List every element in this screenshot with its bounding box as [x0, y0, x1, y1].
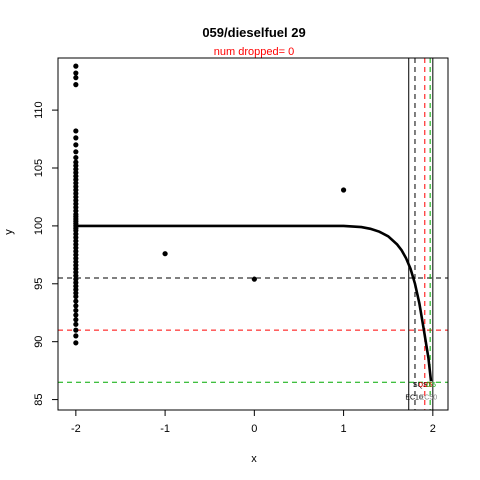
x-axis-label: x	[251, 453, 257, 465]
data-point-xm2-1	[73, 70, 79, 76]
data-point-xm2-58	[73, 333, 79, 339]
data-point-xm2-55	[73, 317, 79, 323]
y-tick-label-4: 105	[33, 159, 45, 177]
y-tick-label-3: 100	[33, 217, 45, 235]
plot-frame	[57, 57, 449, 411]
annotation-4: EC50	[420, 395, 438, 402]
data-point-xm2-7	[73, 149, 79, 155]
annotation-2: EC10	[405, 395, 423, 402]
data-point-xm2-3	[73, 82, 79, 88]
chart-title: 059/dieselfuel 29	[202, 25, 305, 40]
data-point-other-2	[340, 187, 347, 193]
x-tick-label-3: 1	[341, 423, 347, 435]
data-point-xm2-56	[73, 321, 79, 327]
data-point-xm2-52	[73, 303, 79, 309]
y-tick-label-1: 90	[33, 336, 45, 348]
x-tick-label-4: 2	[430, 423, 436, 435]
data-point-xm2-6	[73, 142, 79, 148]
data-point-xm2-5	[73, 135, 79, 141]
x-tick-label-0: -2	[71, 423, 81, 435]
annotation-0: SQS	[413, 382, 428, 389]
data-point-xm2-57	[73, 327, 79, 333]
data-point-xm2-8	[73, 154, 79, 161]
data-point-xm2-2	[73, 75, 79, 81]
y-tick-label-5: 110	[33, 101, 45, 119]
data-point-xm2-59	[73, 340, 79, 346]
y-axis-label: y	[3, 229, 15, 235]
data-point-xm2-50	[73, 293, 79, 300]
data-point-other-1	[251, 276, 257, 282]
fitted-curve	[75, 224, 433, 382]
x-tick-label-2: 0	[251, 423, 257, 435]
chart-subtitle: num dropped= 0	[214, 46, 294, 58]
data-point-xm2-4	[73, 128, 79, 134]
x-tick-label-1: -1	[160, 423, 170, 435]
data-point-other-0	[162, 251, 168, 257]
data-point-xm2-54	[73, 312, 79, 318]
data-point-xm2-51	[73, 298, 79, 304]
data-point-xm2-0	[73, 63, 79, 69]
data-point-xm2-53	[73, 307, 79, 314]
annotation-3: 0.5	[426, 382, 436, 389]
annotation-1: 0.25	[419, 382, 433, 389]
y-tick-label-2: 95	[33, 278, 45, 290]
y-tick-label-0: 85	[33, 393, 45, 405]
